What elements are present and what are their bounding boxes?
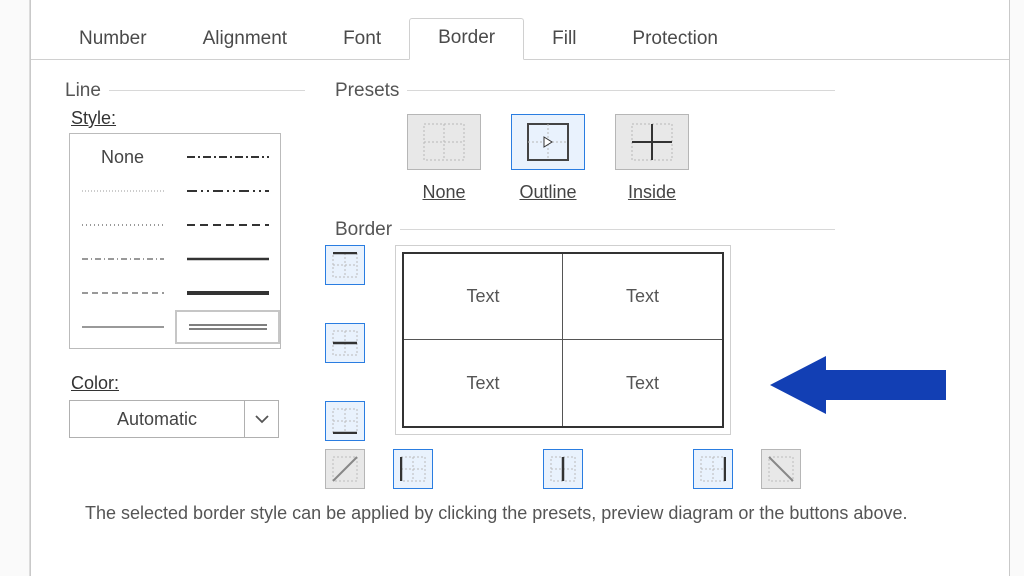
line-style-opt[interactable] bbox=[175, 140, 280, 174]
border-bottom-button[interactable] bbox=[325, 401, 365, 441]
preset-none-button[interactable] bbox=[407, 114, 481, 170]
preview-cell: Text bbox=[404, 254, 563, 340]
line-style-opt[interactable] bbox=[175, 174, 280, 208]
line-style-opt[interactable] bbox=[70, 208, 175, 242]
line-style-opt[interactable] bbox=[175, 310, 280, 344]
border-vmiddle-button[interactable] bbox=[543, 449, 583, 489]
border-diag-up-button[interactable] bbox=[325, 449, 365, 489]
border-left-button[interactable] bbox=[393, 449, 433, 489]
line-style-opt[interactable] bbox=[175, 208, 280, 242]
line-style-opt[interactable] bbox=[70, 310, 175, 344]
preset-outline-button[interactable] bbox=[511, 114, 585, 170]
tab-fill[interactable]: Fill bbox=[524, 20, 604, 60]
border-preview[interactable]: Text Text Text Text bbox=[395, 245, 731, 435]
line-style-list[interactable]: None bbox=[69, 133, 281, 349]
color-label: Color: bbox=[71, 373, 305, 394]
border-top-button[interactable] bbox=[325, 245, 365, 285]
tab-protection[interactable]: Protection bbox=[604, 20, 746, 60]
line-style-none[interactable]: None bbox=[101, 147, 144, 168]
line-style-opt[interactable] bbox=[175, 242, 280, 276]
tab-border[interactable]: Border bbox=[409, 18, 524, 60]
line-style-opt[interactable] bbox=[175, 276, 280, 310]
preview-cell: Text bbox=[563, 340, 722, 426]
format-cells-dialog: Number Alignment Font Border Fill Protec… bbox=[30, 0, 1010, 576]
color-dropdown[interactable]: Automatic bbox=[69, 400, 279, 438]
presets-section-label: Presets bbox=[335, 80, 407, 102]
tabs: Number Alignment Font Border Fill Protec… bbox=[31, 18, 1009, 60]
preset-none-label: None bbox=[422, 182, 465, 203]
preset-inside-label: Inside bbox=[628, 182, 676, 203]
border-right-button[interactable] bbox=[693, 449, 733, 489]
style-label: Style: bbox=[71, 108, 305, 129]
annotation-arrow-icon bbox=[770, 350, 950, 420]
line-section-label: Line bbox=[65, 80, 109, 102]
presets-row: None Outline Inside bbox=[407, 114, 983, 203]
preview-cell: Text bbox=[563, 254, 722, 340]
help-text: The selected border style can be applied… bbox=[65, 489, 983, 524]
border-diag-down-button[interactable] bbox=[761, 449, 801, 489]
line-style-opt[interactable] bbox=[70, 242, 175, 276]
preset-inside-button[interactable] bbox=[615, 114, 689, 170]
line-style-opt[interactable] bbox=[70, 276, 175, 310]
chevron-down-icon[interactable] bbox=[244, 401, 278, 437]
color-value: Automatic bbox=[70, 401, 244, 437]
border-hmiddle-button[interactable] bbox=[325, 323, 365, 363]
border-section-label: Border bbox=[335, 219, 400, 241]
tab-alignment[interactable]: Alignment bbox=[175, 20, 316, 60]
line-style-opt[interactable] bbox=[70, 174, 175, 208]
line-group: Line Style: None bbox=[65, 80, 305, 438]
preset-outline-label: Outline bbox=[519, 182, 576, 203]
tab-font[interactable]: Font bbox=[315, 20, 409, 60]
tab-number[interactable]: Number bbox=[51, 20, 175, 60]
preview-cell: Text bbox=[404, 340, 563, 426]
